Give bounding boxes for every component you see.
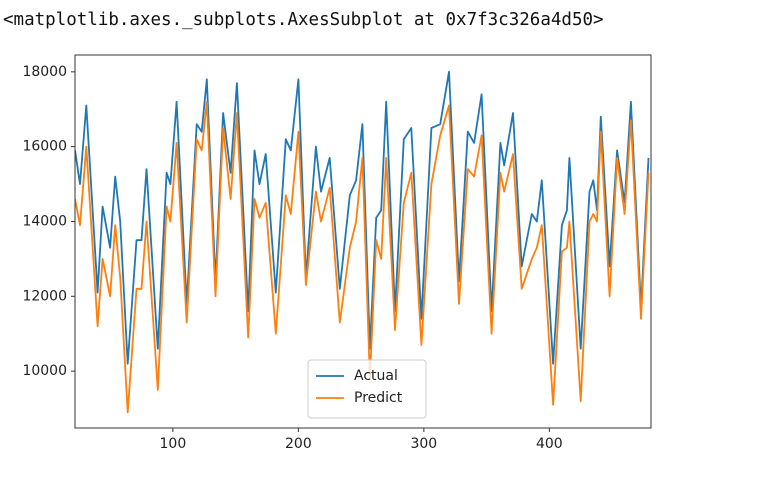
line-series <box>75 100 650 414</box>
x-tick-label: 300 <box>410 436 437 452</box>
y-tick-label: 12000 <box>22 288 67 304</box>
y-tick-label: 18000 <box>22 64 67 80</box>
legend-box <box>307 359 427 419</box>
legend-label: Actual <box>354 368 398 384</box>
axes-frame <box>74 54 652 429</box>
y-tick-label: 16000 <box>22 139 67 155</box>
series-group <box>75 70 650 414</box>
y-tick-label: 14000 <box>22 213 67 229</box>
y-tick-label: 10000 <box>22 363 67 379</box>
x-tick-label: 100 <box>160 436 187 452</box>
x-tick-label: 200 <box>285 436 312 452</box>
output-text: <matplotlib.axes._subplots.AxesSubplot a… <box>3 10 604 30</box>
legend-label: Predict <box>354 390 403 406</box>
x-tick-label: 400 <box>536 436 563 452</box>
line-series <box>75 70 650 365</box>
